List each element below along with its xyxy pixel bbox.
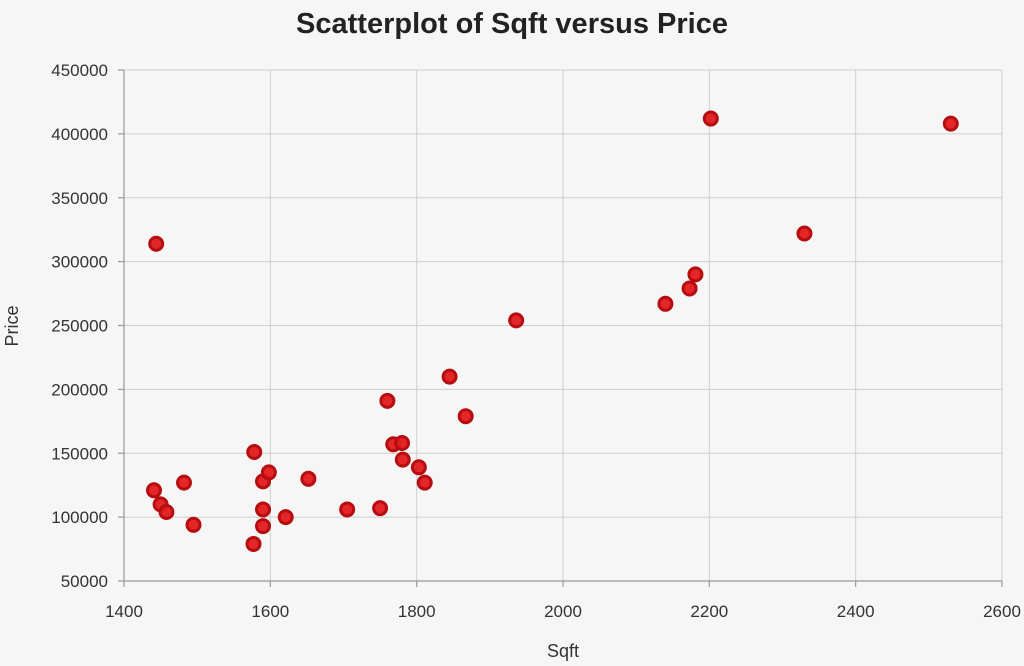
data-point [145, 482, 162, 499]
y-tick-label: 400000 [51, 125, 108, 144]
data-point [657, 295, 674, 312]
data-point [410, 459, 427, 476]
data-point [175, 474, 192, 491]
y-tick-label: 350000 [51, 189, 108, 208]
data-point [394, 451, 411, 468]
axes [118, 69, 1003, 587]
x-tick-label: 2400 [837, 602, 875, 621]
x-tick-label: 1600 [251, 602, 289, 621]
x-tick-label: 2200 [690, 602, 728, 621]
y-tick-labels: 50000 100000 150000 200000 250000 300000 35000… [51, 61, 108, 591]
data-point [300, 470, 317, 487]
y-tick-label: 300000 [51, 253, 108, 272]
chart-title: Scatterplot of Sqft versus Price [296, 8, 728, 40]
data-point [441, 368, 458, 385]
data-point [508, 312, 525, 329]
y-tick-label: 50000 [61, 572, 108, 591]
x-tick-label: 2000 [544, 602, 582, 621]
data-point [339, 501, 356, 518]
y-axis-label: Price [2, 305, 22, 346]
data-point [702, 110, 719, 127]
y-tick-label: 250000 [51, 317, 108, 336]
data-point [148, 235, 165, 252]
x-tick-label: 1800 [398, 602, 436, 621]
data-point [260, 464, 277, 481]
data-point [255, 518, 272, 535]
data-point [416, 474, 433, 491]
y-tick-label: 200000 [51, 380, 108, 399]
data-point [394, 435, 411, 452]
x-axis-label: Sqft [547, 641, 579, 661]
data-point [457, 408, 474, 425]
data-point [185, 516, 202, 533]
data-point [255, 501, 272, 518]
data-point [681, 280, 698, 297]
x-tick-labels: 1400 1600 1800 2000 2200 2400 2600 [105, 602, 1021, 621]
data-point [379, 392, 396, 409]
y-tick-label: 100000 [51, 508, 108, 527]
data-point [246, 443, 263, 460]
x-tick-label: 2600 [983, 602, 1021, 621]
data-point [245, 535, 262, 552]
x-tick-label: 1400 [105, 602, 143, 621]
y-tick-label: 450000 [51, 61, 108, 80]
data-point [158, 504, 175, 521]
y-tick-label: 150000 [51, 444, 108, 463]
data-point [942, 115, 959, 132]
data-points [145, 110, 959, 552]
data-point [796, 225, 813, 242]
data-point [277, 509, 294, 526]
grid-lines [123, 69, 1003, 582]
data-point [372, 500, 389, 517]
data-point [687, 266, 704, 283]
